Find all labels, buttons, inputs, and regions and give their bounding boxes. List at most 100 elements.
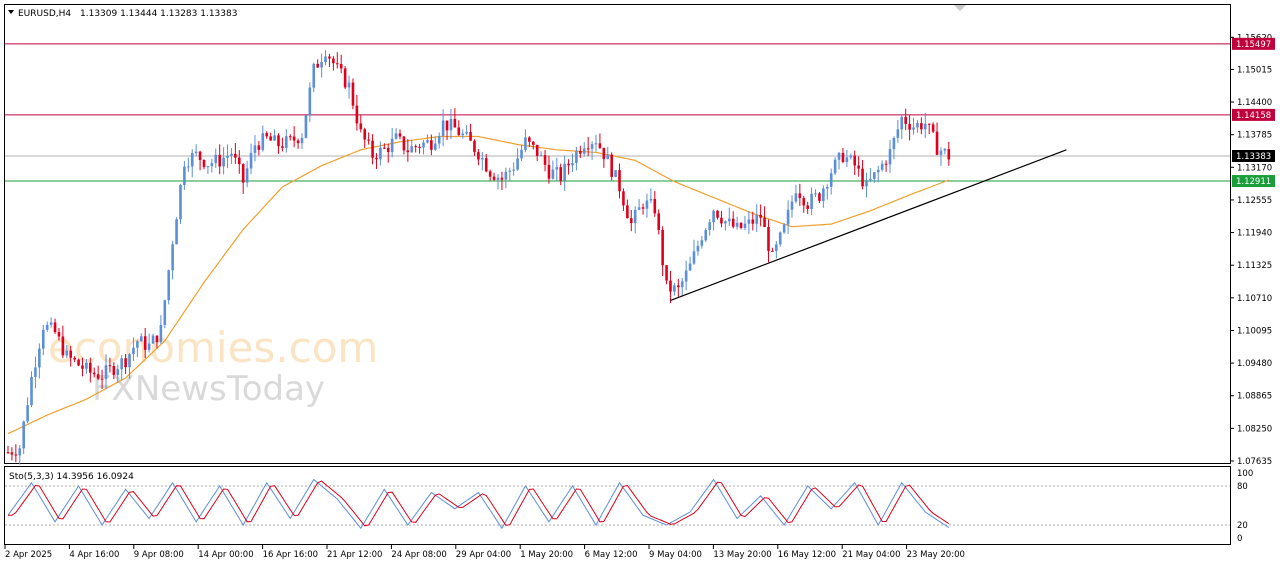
candle-body — [508, 170, 512, 172]
candle-body — [543, 155, 547, 165]
candle-body — [410, 146, 414, 153]
candle-body — [943, 149, 947, 151]
candle-body — [308, 87, 312, 116]
candle-body — [759, 214, 762, 218]
candle-body — [273, 135, 276, 141]
candle-body — [22, 421, 25, 449]
candle-body — [14, 454, 18, 456]
candle-body — [880, 163, 884, 170]
candle-body — [179, 184, 182, 220]
candle-body — [187, 166, 190, 168]
candle-body — [782, 224, 786, 233]
candle-body — [947, 149, 951, 160]
candle-body — [873, 172, 876, 179]
candle-body — [202, 159, 206, 168]
candle-body — [139, 336, 143, 342]
level-tag-label: 1.15497 — [1236, 40, 1271, 50]
candle-body — [406, 150, 410, 153]
candle-body — [935, 131, 939, 155]
candle-body — [641, 207, 645, 209]
candle-body — [65, 350, 69, 356]
candle-body — [825, 186, 829, 189]
candle-body — [30, 376, 33, 406]
candle-body — [516, 158, 519, 170]
candle-body — [861, 168, 864, 187]
time-tick-label: 13 May 20:00 — [713, 550, 771, 560]
candle-body — [555, 167, 559, 170]
candle-body — [132, 347, 135, 355]
candle-body — [261, 133, 265, 150]
candle-body — [622, 191, 625, 206]
candle-body — [575, 151, 578, 164]
candle-body — [85, 362, 88, 369]
candle-body — [567, 163, 570, 166]
time-tick-label: 29 Apr 04:00 — [456, 550, 511, 560]
candle-body — [6, 452, 10, 454]
candle-body — [379, 147, 382, 160]
candle-body — [324, 56, 327, 62]
candle-body — [73, 357, 76, 360]
candle-body — [904, 116, 907, 124]
chart-shift-icon[interactable] — [954, 5, 966, 11]
candle-body — [720, 217, 723, 224]
candle-body — [304, 115, 308, 138]
candle-body — [520, 149, 523, 159]
candle-body — [53, 322, 57, 333]
candle-body — [300, 137, 304, 144]
candle-body — [677, 285, 680, 288]
candle-body — [908, 123, 911, 130]
candle-body — [790, 201, 794, 210]
candle-body — [771, 250, 774, 252]
candle-body — [253, 145, 257, 153]
candle-body — [700, 240, 704, 246]
candle-body — [900, 116, 904, 130]
candle-body — [136, 341, 139, 348]
candle-body — [857, 165, 860, 169]
candle-body — [637, 207, 641, 210]
candle-body — [696, 245, 700, 252]
candle-body — [731, 218, 735, 227]
candle-body — [355, 105, 359, 124]
candle-body — [398, 133, 402, 137]
time-tick-label: 14 Apr 00:00 — [198, 550, 253, 560]
candle-body — [673, 285, 676, 292]
candle-body — [237, 157, 241, 165]
candle-body — [767, 226, 770, 251]
candle-body — [551, 169, 555, 179]
dropdown-triangle-icon[interactable] — [8, 10, 14, 14]
candle-body — [367, 139, 370, 141]
candle-body — [383, 147, 386, 149]
candle-body — [563, 163, 566, 181]
stochastic-label: Sto(5,3,3) 14.3956 16.0924 — [9, 472, 134, 482]
candle-body — [923, 123, 927, 130]
candle-body — [912, 127, 915, 130]
candle-body — [183, 166, 186, 185]
level-tag — [1232, 175, 1275, 188]
candle-body — [798, 193, 802, 199]
candle-body — [594, 143, 598, 145]
candle-body — [802, 198, 806, 206]
time-tick-label: 9 May 04:00 — [649, 550, 702, 560]
candle-body — [680, 281, 684, 288]
candle-body — [394, 133, 398, 139]
level-tag-label: 1.12911 — [1236, 177, 1271, 187]
trendline — [670, 149, 1067, 302]
candle-body — [692, 251, 696, 264]
candle-body — [159, 324, 163, 343]
candle-body — [245, 168, 249, 183]
candle-body — [104, 365, 108, 379]
candle-body — [249, 152, 253, 169]
candle-body — [375, 157, 378, 160]
stochastic-tick-label: 100 — [1237, 469, 1253, 479]
candle-body — [218, 154, 221, 167]
candle-body — [143, 336, 147, 350]
candle-body — [206, 166, 210, 168]
candle-body — [92, 372, 96, 375]
ohlc-values: 1.13309 1.13444 1.13283 1.13383 — [80, 9, 237, 19]
price-tick-label: 1.07635 — [1237, 457, 1272, 467]
candle-body — [528, 137, 531, 142]
symbol-label: EURUSD,H4 — [18, 9, 71, 19]
candle-body — [818, 193, 821, 201]
candle-body — [49, 322, 53, 325]
candle-body — [892, 137, 896, 150]
